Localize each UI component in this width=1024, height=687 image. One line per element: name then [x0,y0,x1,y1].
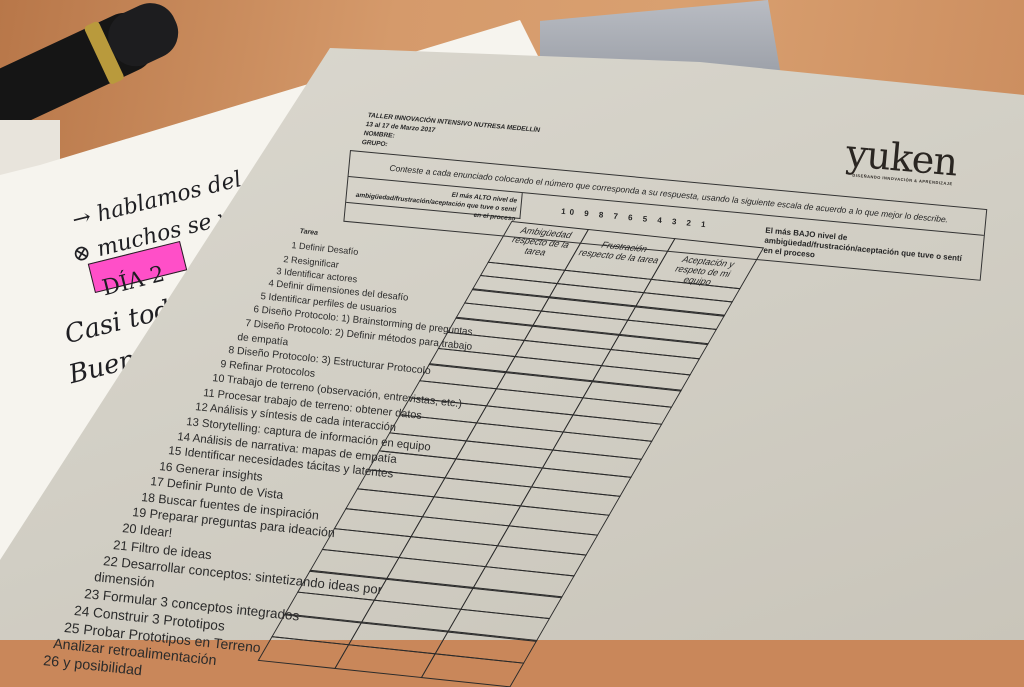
task-header: Tarea [299,228,319,237]
yuken-logo: yuken DISEÑANDO INNOVACIÓN & APRENDIZAJE [844,131,959,187]
name-label: NOMBRE: [363,130,395,140]
microphone [0,3,179,134]
group-label: GRUPO: [361,139,388,149]
scale-numbers: 10 9 8 7 6 5 4 3 2 1 [560,206,710,230]
low-level-label: El más BAJO nivel de ambigüedad/frustrac… [763,225,963,263]
survey-document: TALLER INNOVACIÓN INTENSIVO NUTRESA MEDE… [42,112,988,687]
